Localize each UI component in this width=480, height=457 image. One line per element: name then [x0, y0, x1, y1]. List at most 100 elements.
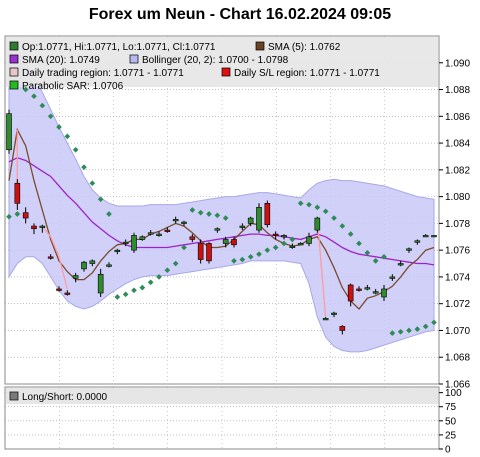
candle-body — [39, 225, 46, 228]
sar-point — [397, 328, 404, 335]
y-tick-label: 1.090 — [445, 58, 470, 69]
candle-body — [147, 232, 154, 235]
candle-body — [364, 287, 371, 290]
sar-point — [139, 284, 146, 291]
legend-entry: SMA (5): 1.0762 — [268, 42, 341, 53]
sar-point — [147, 279, 154, 286]
sar-point — [206, 211, 212, 217]
price-axis: 1.066 1.068 1.070 1.072 1.074 1.076 1.078 1.080… — [439, 58, 470, 391]
indicator-lines — [8, 127, 435, 310]
legend-swatch — [255, 41, 265, 51]
candle-body — [272, 233, 279, 236]
sma20-line — [8, 157, 435, 266]
legend-entry: Daily S/L region: 1.0771 - 1.0771 — [234, 68, 380, 79]
candle-body — [322, 318, 329, 321]
candle-body — [356, 288, 362, 291]
bollinger-area — [8, 48, 435, 353]
sub-y-tick-label: 50 — [445, 416, 457, 427]
candle-body — [372, 291, 379, 294]
candle-body — [306, 236, 312, 244]
legend-entry: SMA (20): 1.0749 — [22, 55, 100, 66]
sar-point — [356, 240, 362, 247]
y-tick-label: 1.066 — [445, 380, 470, 391]
candle-body — [289, 245, 296, 248]
sar-point — [239, 256, 246, 263]
candle-body — [347, 284, 354, 302]
sar-point — [372, 258, 379, 264]
candle-body — [331, 312, 337, 315]
y-tick-label: 1.074 — [445, 272, 470, 283]
parabolic-sar-dots — [6, 86, 437, 336]
candle-body — [339, 326, 346, 331]
candle-body — [281, 235, 287, 238]
daily-region-line — [316, 217, 327, 319]
candle-body — [231, 239, 237, 246]
candle-body — [81, 261, 87, 270]
candle-body — [381, 288, 387, 298]
sar-point — [381, 254, 387, 260]
candle-body — [22, 212, 29, 219]
candle-body — [422, 235, 429, 238]
sar-point — [339, 223, 346, 229]
y-tick-label: 1.082 — [445, 165, 470, 176]
sar-point — [431, 319, 437, 326]
candle-body — [156, 233, 162, 236]
candle-body — [114, 249, 121, 252]
legend-entry: Bollinger (20, 2): 1.0700 - 1.0798 — [142, 55, 289, 66]
candle-body — [247, 217, 254, 224]
sub-y-tick-label: 100 — [445, 388, 462, 399]
candle-body — [389, 276, 396, 279]
candle-body — [397, 263, 404, 266]
candle-body — [406, 248, 412, 251]
chart-title: Forex um Neun - Chart 16.02.2024 09:05 — [88, 6, 392, 23]
legend-swatch — [9, 41, 19, 51]
legend-entry: Parabolic SAR: 1.0706 — [22, 81, 124, 92]
sar-point — [214, 212, 221, 219]
sar-point — [114, 294, 121, 300]
sar-point — [81, 164, 87, 170]
candle-body — [97, 273, 104, 294]
sma5-line — [8, 127, 435, 310]
sar-point — [314, 204, 321, 211]
candle-body — [106, 264, 112, 267]
candle-body — [164, 229, 171, 232]
sar-point — [364, 250, 371, 256]
candle-body — [239, 225, 246, 228]
candle-body — [56, 288, 62, 291]
candle-body — [264, 203, 271, 226]
legend-swatch — [221, 67, 231, 77]
candle-body — [47, 256, 54, 259]
candle-body — [72, 275, 79, 279]
sar-point — [347, 231, 354, 237]
sar-point — [131, 287, 137, 294]
sar-point — [172, 260, 179, 267]
main-legend: Op:1.0771, Hi:1.0771, Lo:1.0771, Cl:1.07… — [6, 37, 438, 92]
sar-point — [164, 267, 171, 274]
sar-point — [89, 180, 96, 187]
sar-point — [247, 254, 254, 260]
candle-body — [189, 236, 196, 240]
sar-point — [272, 244, 279, 251]
sar-point — [181, 244, 187, 251]
legend-swatch — [129, 54, 139, 64]
y-tick-label: 1.080 — [445, 192, 470, 203]
sar-point — [72, 146, 79, 153]
sar-point — [414, 326, 421, 332]
y-tick-label: 1.072 — [445, 299, 470, 310]
sar-point — [297, 200, 304, 207]
candle-body — [172, 219, 179, 222]
candle-body — [6, 113, 12, 151]
sar-point — [422, 323, 429, 330]
sub-y-tick-label: 25 — [445, 430, 457, 441]
candle-body — [64, 292, 71, 295]
sar-point — [197, 209, 204, 216]
legend-swatch — [9, 80, 19, 90]
candle-body — [414, 240, 421, 243]
candlesticks — [6, 109, 437, 335]
legend-background — [6, 37, 438, 87]
sar-point — [156, 274, 162, 280]
sar-point — [222, 215, 229, 221]
sar-point — [97, 196, 104, 203]
sar-point — [231, 258, 237, 264]
legend-swatch — [9, 67, 19, 77]
